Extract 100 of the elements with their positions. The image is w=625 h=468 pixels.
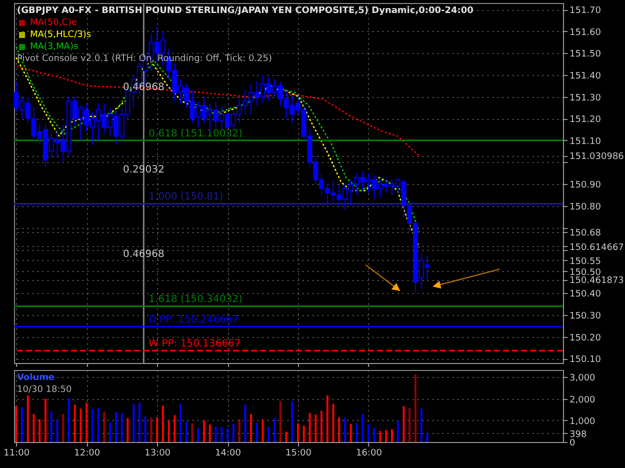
bar — [156, 418, 158, 442]
bar — [268, 426, 270, 442]
bar — [279, 400, 282, 442]
bar — [62, 414, 64, 442]
line-series — [16, 66, 420, 156]
bar — [350, 424, 352, 442]
bar — [91, 408, 94, 442]
bar — [56, 419, 58, 442]
y-tick-label: 150.80 — [570, 202, 602, 212]
bar — [20, 407, 23, 442]
y-tick-label: 150.10 — [570, 355, 602, 366]
bar — [262, 419, 264, 442]
bar — [174, 415, 176, 442]
bar — [232, 424, 234, 442]
bar — [244, 404, 246, 442]
y-tick-label: 151.40 — [570, 72, 602, 82]
bar — [197, 428, 200, 442]
y-tick-label: 150.90 — [570, 180, 602, 191]
bar — [320, 410, 322, 442]
bar — [180, 404, 182, 442]
bar — [250, 414, 252, 442]
bar — [44, 398, 46, 442]
bar — [367, 424, 370, 442]
y-tick-label: 3,000 — [570, 374, 596, 384]
bar — [326, 395, 328, 442]
bar — [390, 429, 393, 442]
ref-line-label: 1.618 (150.34032) — [148, 294, 242, 306]
y-tick-label: 150.55 — [570, 256, 601, 267]
bar — [74, 404, 76, 442]
bar — [144, 416, 146, 442]
bar — [191, 423, 194, 442]
bar — [308, 413, 311, 442]
y-tick-label: 151.60 — [570, 28, 602, 38]
x-tick-label: 14:00 — [215, 448, 242, 458]
bar — [426, 433, 428, 442]
y-tick-label: 151.30 — [570, 93, 602, 104]
ref-line-label: W PP: 150.136667 — [148, 338, 241, 350]
y-tick-label: 151.030986 — [570, 152, 624, 162]
bar — [220, 426, 223, 442]
y-tick-label: 151.50 — [570, 50, 602, 60]
bar — [302, 426, 305, 442]
x-tick-label: 15:00 — [286, 448, 312, 458]
bar — [256, 422, 258, 442]
x-tick-label: 13:00 — [144, 448, 171, 458]
legend-label: MA(50,C)e — [30, 18, 78, 28]
bar — [168, 420, 170, 442]
bar — [103, 412, 106, 442]
bar — [338, 418, 340, 442]
bar — [86, 402, 88, 442]
y-tick-label: 0 — [570, 438, 576, 448]
y-tick-label: 150.50 — [570, 268, 602, 278]
bar — [185, 421, 188, 442]
bar — [126, 418, 129, 442]
bar — [203, 420, 206, 442]
y-tick-label: 2,000 — [570, 395, 596, 406]
bar — [50, 411, 52, 442]
legend-label: MA(5,HLC/3)s — [30, 30, 92, 40]
chart-title: (GBPJPY A0-FX - BRITISH POUND STERLING/JAPAN YEN COMPOSITE,5) Dynamic,0:00-24:00 — [17, 6, 474, 16]
y-tick-label: 150.461873 — [570, 276, 624, 286]
bar — [214, 426, 217, 442]
bar — [396, 420, 399, 442]
bar — [362, 414, 364, 442]
bar — [68, 398, 70, 442]
bar — [420, 408, 422, 442]
bar — [408, 408, 411, 442]
chart-title: Volume — [17, 373, 55, 383]
bar — [80, 408, 82, 442]
bar — [138, 402, 140, 442]
y-tick-label: 151.10 — [570, 136, 602, 147]
bar — [291, 401, 294, 442]
ref-line-label: 0.618 (151.10032) — [148, 128, 242, 140]
bar — [238, 419, 240, 442]
bar — [314, 414, 317, 442]
bar — [38, 419, 41, 442]
ref-line-label: D PP: 150.246667 — [148, 314, 239, 326]
bar — [132, 404, 135, 442]
bar — [97, 408, 100, 442]
x-tick-label: 12:00 — [74, 448, 100, 458]
bar — [162, 406, 164, 442]
y-tick-label: 150.30 — [570, 312, 602, 322]
y-tick-label: 150.614667 — [570, 242, 624, 253]
y-tick-label: 151.20 — [570, 115, 602, 126]
legend-label: MA(3,MA)s — [30, 42, 78, 52]
bar — [120, 413, 123, 442]
bar — [26, 396, 29, 442]
y-tick-label: 150.40 — [570, 290, 602, 300]
y-tick-label: 398 — [570, 430, 587, 440]
bar — [402, 406, 405, 442]
bar — [414, 374, 416, 442]
bar — [274, 418, 276, 442]
bar — [226, 428, 229, 442]
y-tick-label: 150.68 — [570, 228, 602, 239]
bar — [332, 404, 334, 442]
x-tick-label: 11:00 — [4, 448, 30, 458]
bar — [150, 418, 152, 442]
y-tick-label: 1,000 — [570, 416, 596, 427]
bar — [32, 414, 35, 442]
x-tick-label: 16:00 — [356, 448, 382, 458]
bar — [208, 424, 211, 442]
bar — [356, 423, 358, 442]
